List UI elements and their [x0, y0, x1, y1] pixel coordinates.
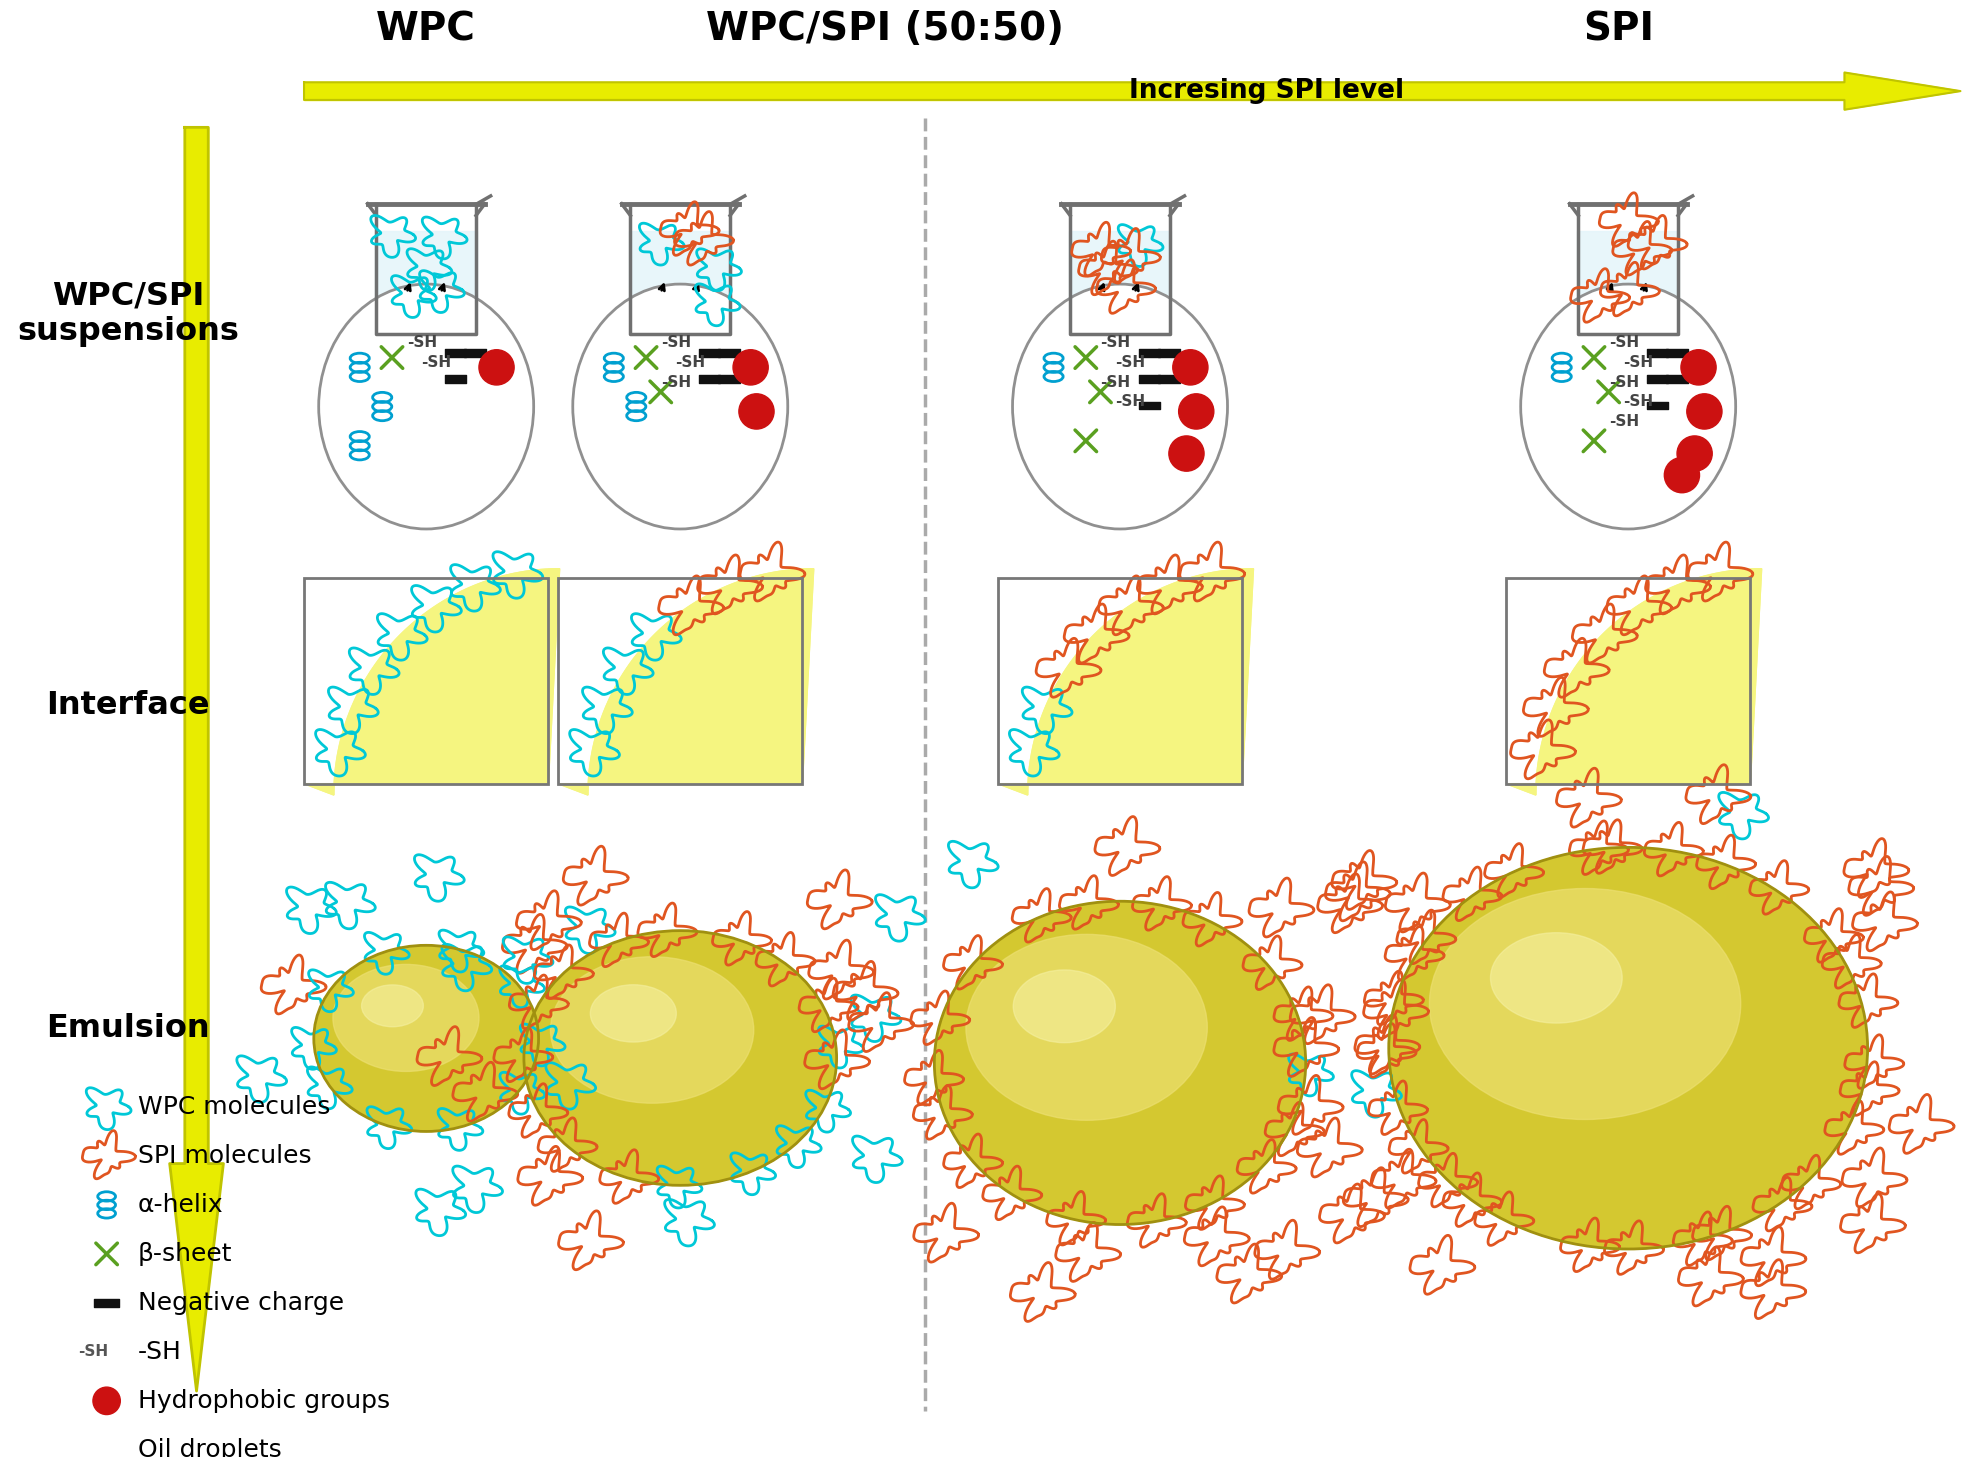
Text: -SH: -SH	[1609, 374, 1639, 389]
Polygon shape	[1844, 73, 1961, 109]
Text: WPC/SPI (50:50): WPC/SPI (50:50)	[707, 10, 1065, 48]
Text: α-helix: α-helix	[139, 1193, 224, 1217]
Bar	[184, 127, 208, 1164]
Text: β-sheet: β-sheet	[139, 1241, 232, 1266]
Text: -SH: -SH	[77, 1345, 109, 1359]
Ellipse shape	[1490, 932, 1623, 1023]
Text: WPC molecules: WPC molecules	[139, 1096, 330, 1119]
Ellipse shape	[934, 902, 1306, 1224]
Ellipse shape	[362, 985, 424, 1027]
Ellipse shape	[332, 965, 479, 1071]
Text: Negative charge: Negative charge	[139, 1291, 344, 1314]
Circle shape	[1680, 350, 1716, 385]
Text: -SH: -SH	[1114, 356, 1146, 370]
Ellipse shape	[319, 284, 534, 529]
Text: Interface: Interface	[46, 689, 210, 721]
Ellipse shape	[1429, 889, 1742, 1119]
Polygon shape	[1071, 204, 1170, 334]
Ellipse shape	[966, 934, 1207, 1120]
Polygon shape	[305, 568, 560, 796]
Polygon shape	[629, 232, 730, 328]
Text: -SH: -SH	[661, 374, 691, 389]
Bar	[997, 578, 1243, 784]
Text: -SH: -SH	[1100, 335, 1130, 350]
Polygon shape	[997, 568, 1253, 796]
Ellipse shape	[1013, 970, 1116, 1043]
Text: -SH: -SH	[1100, 374, 1130, 389]
Bar	[305, 578, 548, 784]
Polygon shape	[376, 204, 477, 334]
Polygon shape	[1579, 204, 1678, 334]
Circle shape	[1174, 350, 1207, 385]
Bar	[558, 578, 801, 784]
Circle shape	[1170, 436, 1203, 471]
Polygon shape	[1506, 568, 1761, 796]
Ellipse shape	[524, 931, 837, 1186]
Polygon shape	[170, 1164, 224, 1391]
Circle shape	[1686, 393, 1722, 428]
Ellipse shape	[572, 284, 788, 529]
Polygon shape	[1069, 232, 1172, 328]
Text: -SH: -SH	[422, 356, 451, 370]
Text: -SH: -SH	[1609, 335, 1639, 350]
Circle shape	[93, 1387, 121, 1415]
Polygon shape	[997, 568, 1253, 796]
Polygon shape	[305, 568, 560, 796]
Polygon shape	[558, 568, 813, 796]
Text: Oil droplets: Oil droplets	[139, 1438, 281, 1457]
Bar	[997, 578, 1243, 784]
Ellipse shape	[315, 946, 538, 1132]
Bar	[1506, 578, 1749, 784]
Text: WPC: WPC	[376, 10, 477, 48]
Polygon shape	[558, 568, 813, 796]
Bar	[305, 578, 548, 784]
Bar	[1506, 578, 1749, 784]
Bar	[305, 578, 548, 784]
Polygon shape	[1506, 568, 1761, 796]
Circle shape	[1179, 393, 1213, 428]
Bar	[997, 578, 1243, 784]
Text: -SH: -SH	[1114, 395, 1146, 409]
Bar	[558, 578, 801, 784]
Text: -SH: -SH	[661, 335, 691, 350]
Text: -SH: -SH	[675, 356, 705, 370]
Text: WPC/SPI
suspensions: WPC/SPI suspensions	[18, 280, 239, 347]
Text: Emulsion: Emulsion	[46, 1013, 210, 1045]
Circle shape	[738, 393, 774, 428]
Circle shape	[732, 350, 768, 385]
Circle shape	[1664, 457, 1700, 492]
Ellipse shape	[89, 1437, 125, 1457]
Polygon shape	[376, 232, 477, 328]
Text: Incresing SPI level: Incresing SPI level	[1130, 79, 1405, 103]
Ellipse shape	[1013, 284, 1227, 529]
Ellipse shape	[1389, 848, 1868, 1249]
Circle shape	[1676, 436, 1712, 471]
Text: -SH: -SH	[1623, 395, 1652, 409]
Text: -SH: -SH	[1623, 356, 1652, 370]
Text: SPI molecules: SPI molecules	[139, 1144, 311, 1169]
Circle shape	[479, 350, 515, 385]
Text: -SH: -SH	[406, 335, 437, 350]
Bar	[1506, 578, 1749, 784]
Text: Hydrophobic groups: Hydrophobic groups	[139, 1389, 390, 1413]
Text: SPI: SPI	[1583, 10, 1654, 48]
Ellipse shape	[1520, 284, 1736, 529]
Ellipse shape	[550, 957, 754, 1103]
Bar	[305, 82, 1844, 101]
Text: -SH: -SH	[1609, 414, 1639, 428]
Bar	[558, 578, 801, 784]
Ellipse shape	[590, 985, 677, 1042]
Polygon shape	[1577, 232, 1678, 328]
Text: -SH: -SH	[139, 1340, 182, 1364]
Polygon shape	[631, 204, 730, 334]
